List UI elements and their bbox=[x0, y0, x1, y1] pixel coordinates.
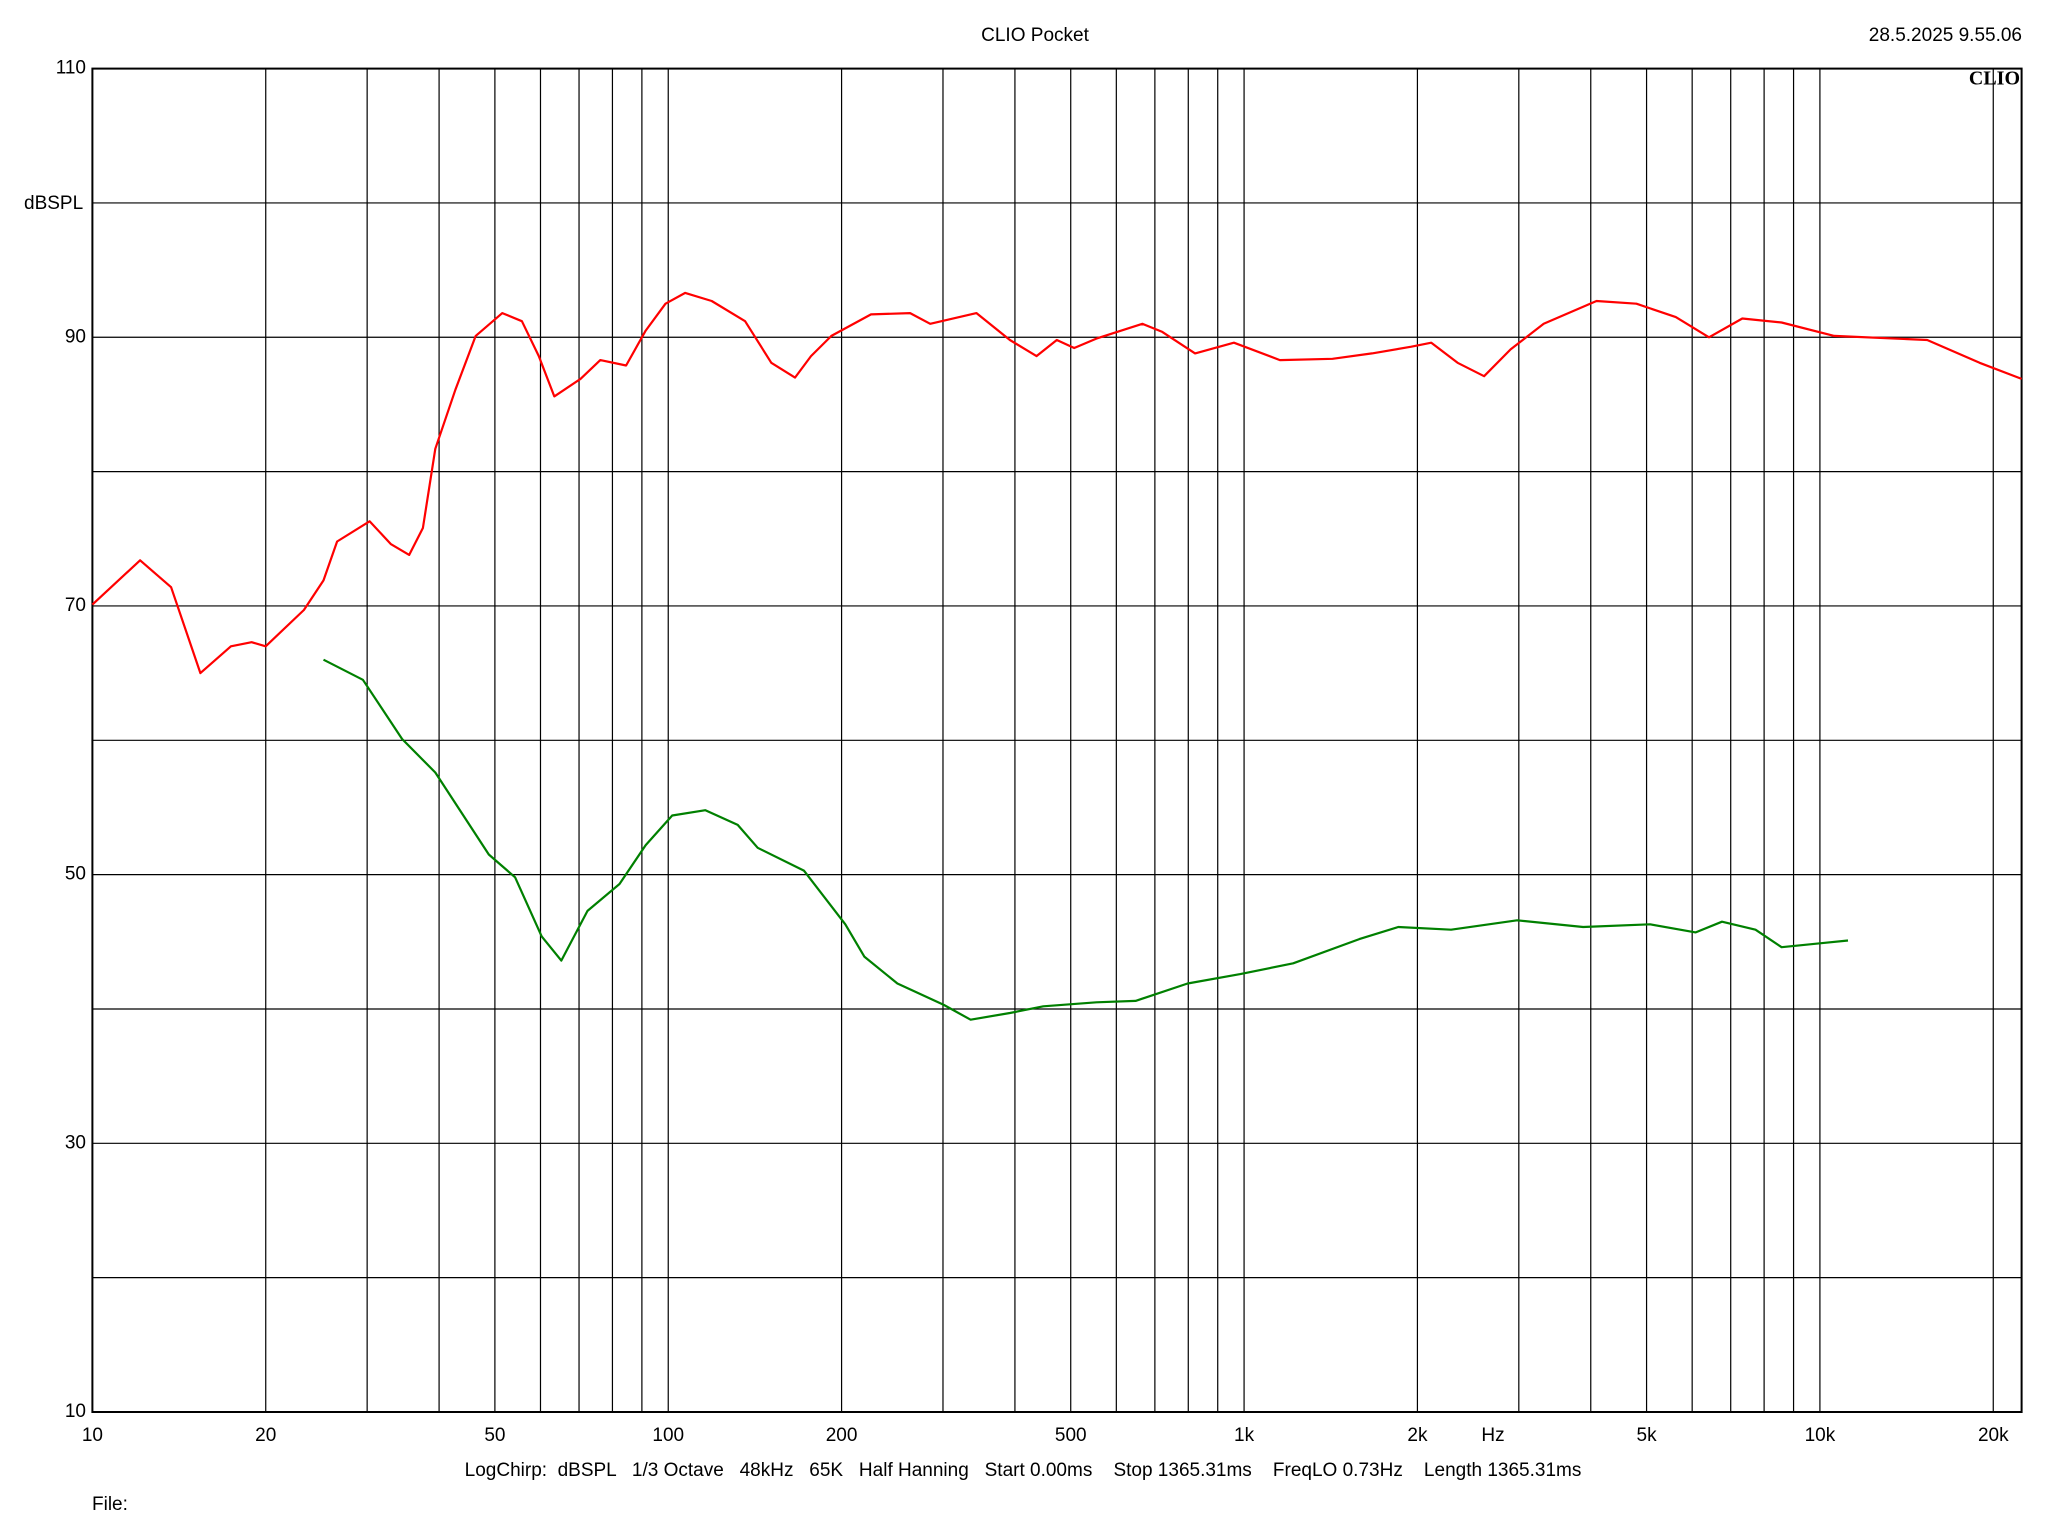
y-tick-label: 10 bbox=[65, 1401, 86, 1422]
logo: CLIO bbox=[1969, 68, 2020, 90]
x-tick-label: 2k bbox=[1407, 1425, 1428, 1446]
footer: LogChirp: dBSPL 1/3 Octave 48kHz 65K Hal… bbox=[465, 1460, 1582, 1481]
x-tick-label: 1k bbox=[1234, 1425, 1255, 1446]
timestamp: 28.5.2025 9.55.06 bbox=[1869, 25, 2022, 46]
plot-frame bbox=[91, 67, 2023, 1414]
data-line bbox=[323, 658, 1849, 1021]
y-tick-label: 110 bbox=[56, 58, 86, 79]
x-tick-label: 5k bbox=[1637, 1425, 1658, 1446]
y-tick-label: 30 bbox=[65, 1132, 86, 1153]
x-tick-label: 200 bbox=[826, 1425, 858, 1446]
x-tick-label: 20k bbox=[1978, 1425, 2009, 1446]
x-tick-label: 50 bbox=[484, 1425, 505, 1446]
y-tick-label: 70 bbox=[65, 595, 86, 616]
x-tick-label: 10k bbox=[1805, 1425, 1836, 1446]
x-tick-label: 10 bbox=[82, 1425, 103, 1446]
file-label: File: bbox=[92, 1494, 128, 1515]
data-line bbox=[91, 291, 2022, 675]
x-tick-label: 100 bbox=[652, 1425, 684, 1446]
x-axis-label: Hz bbox=[1481, 1425, 1504, 1446]
x-tick-label: 500 bbox=[1055, 1425, 1087, 1446]
y-tick-label: 90 bbox=[65, 326, 86, 347]
y-tick-label: 50 bbox=[65, 864, 86, 885]
chart-title: CLIO Pocket bbox=[981, 25, 1089, 46]
x-tick-label: 20 bbox=[255, 1425, 276, 1446]
y-axis-label: dBSPL bbox=[24, 193, 83, 214]
